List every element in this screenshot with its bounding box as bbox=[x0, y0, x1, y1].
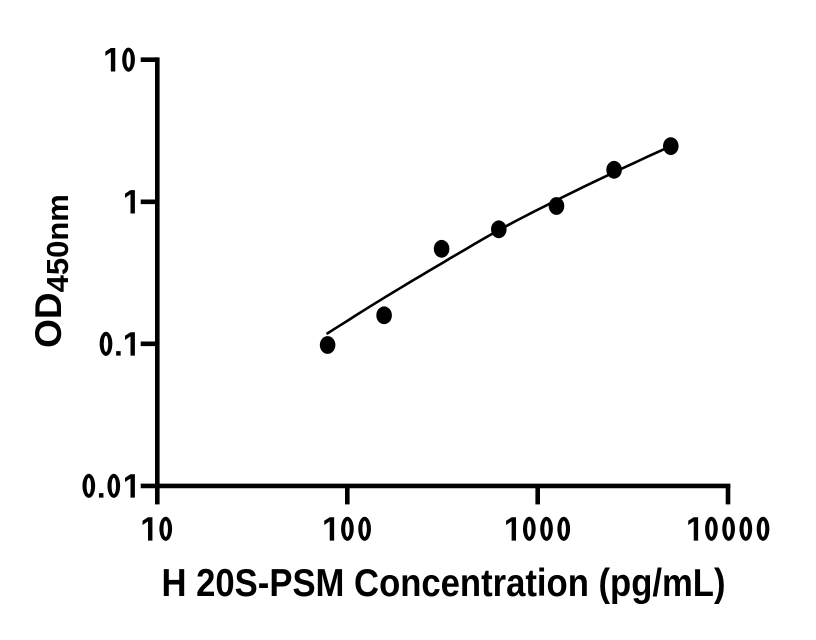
svg-text:H 20S-PSM Concentration (pg/mL: H 20S-PSM Concentration (pg/mL) bbox=[161, 561, 725, 604]
svg-text:OD450nm: OD450nm bbox=[28, 194, 75, 348]
